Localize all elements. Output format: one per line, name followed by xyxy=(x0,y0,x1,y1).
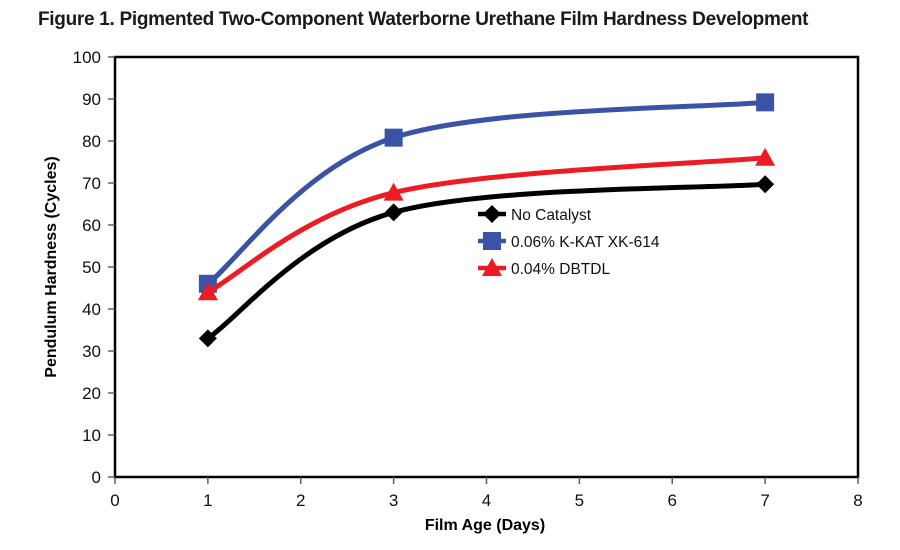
legend-label: No Catalyst xyxy=(511,207,592,224)
y-tick-label: 80 xyxy=(82,132,101,151)
y-tick-label: 30 xyxy=(82,342,101,361)
legend-label: 0.04% DBTDL xyxy=(511,261,610,278)
x-axis: 0 1 2 3 4 5 6 7 8 xyxy=(110,477,863,510)
chart-legend: No Catalyst 0.06% K-KAT XK-614 0.04% DBTDL xyxy=(478,205,660,278)
x-tick-label: 0 xyxy=(110,491,119,510)
data-point-marker-square xyxy=(756,93,775,112)
series-2 xyxy=(197,147,776,301)
data-point-marker-triangle xyxy=(755,147,776,166)
y-tick-label: 100 xyxy=(73,48,101,67)
data-point-marker-triangle xyxy=(197,282,218,301)
x-tick-label: 8 xyxy=(853,491,862,510)
x-tick-label: 2 xyxy=(296,491,305,510)
legend-entry: 0.06% K-KAT XK-614 xyxy=(478,232,660,251)
y-tick-label: 0 xyxy=(92,468,101,487)
data-point-marker-triangle xyxy=(482,258,502,276)
data-point-marker-triangle xyxy=(383,182,404,201)
x-tick-label: 1 xyxy=(203,491,212,510)
y-tick-label: 70 xyxy=(82,174,101,193)
legend-entry: 0.04% DBTDL xyxy=(478,258,610,278)
data-point-marker-diamond xyxy=(483,205,501,223)
series-0 xyxy=(198,175,775,348)
data-point-marker-diamond xyxy=(756,175,775,194)
y-axis-title: Pendulum Hardness (Cycles) xyxy=(43,156,60,377)
data-point-marker-diamond xyxy=(198,329,217,348)
x-axis-title: Film Age (Days) xyxy=(425,517,545,534)
x-tick-label: 5 xyxy=(575,491,584,510)
y-axis: 0 10 20 30 40 50 60 70 80 90 100 xyxy=(73,48,115,487)
x-tick-label: 3 xyxy=(389,491,398,510)
y-tick-label: 90 xyxy=(82,90,101,109)
data-point-marker-square xyxy=(483,232,501,250)
legend-entry: No Catalyst xyxy=(478,205,592,224)
series-1 xyxy=(198,93,775,293)
y-tick-label: 10 xyxy=(82,426,101,445)
y-tick-label: 40 xyxy=(82,300,101,319)
x-tick-label: 6 xyxy=(668,491,677,510)
y-tick-label: 50 xyxy=(82,258,101,277)
series-line xyxy=(205,99,768,287)
series-line xyxy=(205,155,768,295)
series-line xyxy=(205,181,768,341)
data-point-marker-square xyxy=(384,128,403,147)
x-tick-label: 4 xyxy=(482,491,491,510)
figure-title: Figure 1. Pigmented Two-Component Waterb… xyxy=(38,9,809,30)
data-point-marker-diamond xyxy=(384,203,403,222)
y-tick-label: 60 xyxy=(82,216,101,235)
y-tick-label: 20 xyxy=(82,384,101,403)
x-tick-label: 7 xyxy=(760,491,769,510)
data-series-group xyxy=(197,93,776,348)
legend-label: 0.06% K-KAT XK-614 xyxy=(511,234,660,251)
